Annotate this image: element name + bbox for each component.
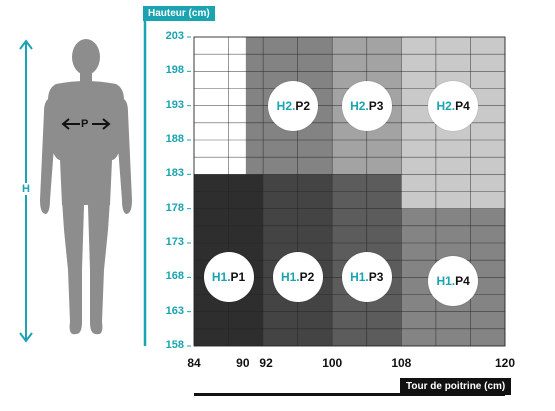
y-tick-label: 198 [165,64,184,77]
x-tick-label: 90 [236,356,250,370]
y-tick-label: 178 [165,201,184,214]
y-tick-label: 168 [165,270,184,283]
x-axis-line [194,393,505,396]
zone-label: H1. P4 [428,255,479,306]
zone-label: H2. P2 [268,80,319,131]
x-tick-label: 120 [494,356,516,370]
zone-chest-code: P3 [368,98,384,113]
zone-chest-code: P1 [230,270,246,285]
y-tick-label: 163 [165,304,184,317]
x-tick-label: 84 [187,356,201,370]
x-tick-label: 108 [391,356,412,370]
zone-chest-code: P2 [299,270,315,285]
chest-marker-label: P [81,118,89,130]
zone-height-code: H2. [436,98,456,113]
y-tick-label: 183 [165,167,184,180]
zone-chest-code: P4 [455,273,470,288]
zone-height-code: H1. [280,270,300,285]
y-axis-title: Hauteur (cm) [143,6,215,21]
y-tick-label: 203 [165,30,184,42]
y-tick-label: 193 [165,98,184,111]
y-tick-label: 188 [165,133,184,145]
zone-height-code: H1. [350,270,369,285]
zone-label: H1. P1 [203,252,254,303]
zone-height-code: H2. [276,98,296,113]
zone-label: H2. P4 [428,80,479,131]
zone-chest-code: P4 [455,98,470,113]
x-tick-label: 92 [259,356,273,370]
zone-label: H1. P3 [341,252,392,303]
zone-chest-code: P2 [295,98,311,113]
y-tick-label: 173 [165,236,184,248]
zone-label: H2. P3 [341,80,392,131]
zone-label: H1. P2 [272,252,323,303]
y-tick-label: 158 [165,339,184,351]
height-marker-label: H [21,183,31,195]
body-silhouette-icon [19,39,132,343]
zone-height-code: H2. [350,98,369,113]
plot-frame [193,36,506,347]
zone-chest-code: P3 [368,270,384,285]
x-axis-title: Tour de poitrine (cm) [400,378,512,395]
x-tick-label: 100 [322,356,343,370]
zone-height-code: H1. [436,273,456,288]
zone-height-code: H1. [211,270,231,285]
